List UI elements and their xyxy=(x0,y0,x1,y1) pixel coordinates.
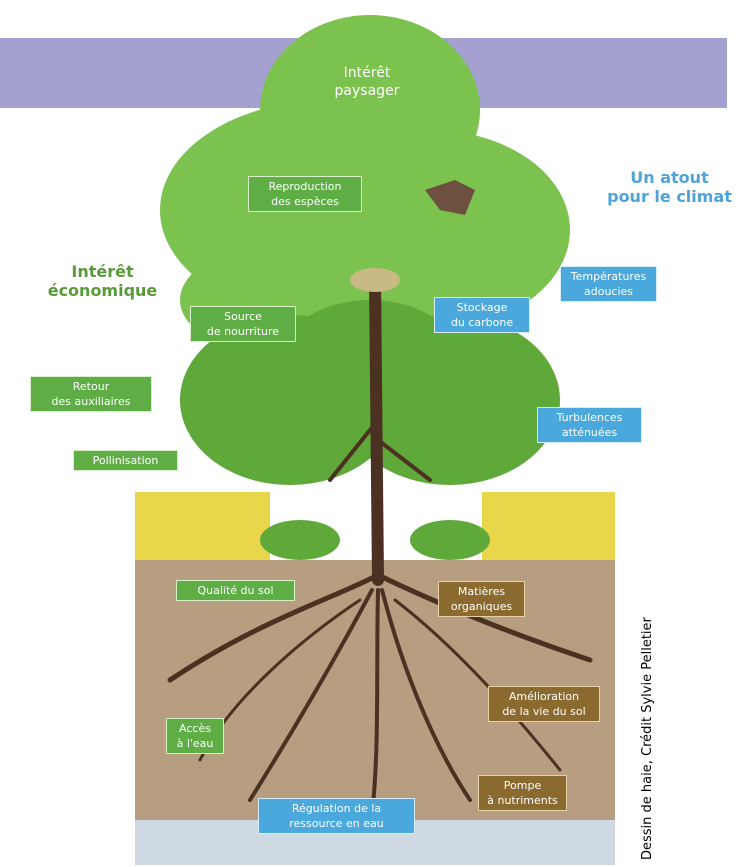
label-line: Retour xyxy=(35,379,147,394)
label-line: Qualité du sol xyxy=(181,583,290,598)
label-line: Reproduction xyxy=(253,179,357,194)
heading-line: Un atout xyxy=(598,168,741,187)
label-line: Turbulences xyxy=(542,410,637,425)
label-box: Qualité du sol xyxy=(176,580,295,601)
label-line: Températures xyxy=(565,269,652,284)
label-line: des espèces xyxy=(253,194,357,209)
label-line: de nourriture xyxy=(195,324,291,339)
title: Intérêt paysager xyxy=(300,64,434,100)
crop-left xyxy=(135,492,270,560)
label-line: Amélioration xyxy=(493,689,595,704)
crop-right xyxy=(482,492,615,560)
credit: Dessin de haie, Crédit Sylvie Pelletier xyxy=(640,617,655,860)
section-heading: Un atout pour le climat xyxy=(598,168,741,206)
heading-line: Intérêt xyxy=(40,262,165,281)
diagram: Intérêt paysager Intérêt économique Un a… xyxy=(0,0,741,867)
title-line: paysager xyxy=(300,82,434,100)
label-line: Source xyxy=(195,309,291,324)
label-line: à l'eau xyxy=(171,736,219,751)
label-line: du carbone xyxy=(439,315,525,330)
label-line: organiques xyxy=(443,599,520,614)
label-line: Régulation de la xyxy=(263,801,410,816)
section-heading: Intérêt économique xyxy=(40,262,165,300)
label-line: adoucies xyxy=(565,284,652,299)
heading-line: pour le climat xyxy=(598,187,741,206)
label-line: Accès xyxy=(171,721,219,736)
label-line: Pollinisation xyxy=(78,453,173,468)
label-box: Pollinisation xyxy=(73,450,178,471)
label-line: ressource en eau xyxy=(263,816,410,831)
label-line: atténuées xyxy=(542,425,637,440)
title-line: Intérêt xyxy=(300,64,434,82)
label-line: Pompe xyxy=(483,778,562,793)
label-line: de la vie du sol xyxy=(493,704,595,719)
label-line: Matières xyxy=(443,584,520,599)
label-line: Stockage xyxy=(439,300,525,315)
heading-line: économique xyxy=(40,281,165,300)
label-line: à nutriments xyxy=(483,793,562,808)
nest xyxy=(350,268,400,292)
label-line: des auxiliaires xyxy=(35,394,147,409)
